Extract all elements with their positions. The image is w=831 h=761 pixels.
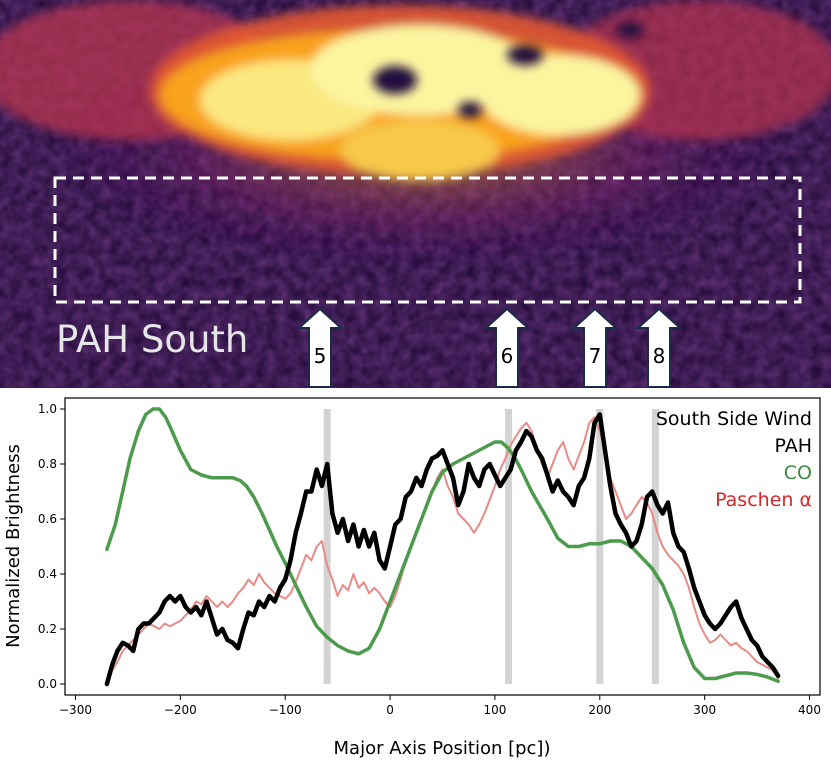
- x-tick-label: −100: [269, 703, 302, 717]
- region-label: PAH South: [56, 318, 248, 361]
- y-tick-label: 0.4: [38, 567, 57, 581]
- x-tick-label: −200: [164, 703, 197, 717]
- y-tick-label: 0.6: [38, 512, 57, 526]
- x-axis-label: Major Axis Position [pc]): [334, 738, 551, 759]
- series-line-paschen: [105, 416, 780, 685]
- arrow-7: 7: [571, 307, 619, 388]
- pah-image-panel: PAH South 5 6 7 8: [0, 0, 831, 388]
- analysis-region-box: [53, 176, 802, 304]
- y-tick-label: 0.0: [38, 677, 57, 691]
- y-tick-label: 0.2: [38, 622, 57, 636]
- y-tick-label: 1.0: [38, 402, 57, 416]
- arrow-5: 5: [296, 307, 344, 388]
- x-tick-label: 100: [483, 703, 506, 717]
- brightness-chart: −300 −200 −100 0 100 200 300 400 0.00.20.40.60.…: [3, 397, 821, 759]
- x-tick-label: 300: [693, 703, 716, 717]
- x-tick-label: 0: [386, 703, 394, 717]
- legend: South Side Wind PAH CO Paschen α: [656, 408, 812, 511]
- arrow-label-6: 6: [501, 344, 514, 368]
- series-line-pah: [104, 412, 781, 687]
- series-line-co: [105, 407, 780, 684]
- plot-frame: [64, 397, 821, 696]
- dark-lanes: [373, 22, 644, 118]
- x-tick-label: 400: [798, 703, 821, 717]
- legend-entry-paschen-alpha: Paschen α: [715, 489, 812, 511]
- arrow-6: 6: [483, 307, 531, 388]
- series-lines: [104, 407, 781, 687]
- arrow-label-5: 5: [314, 344, 327, 368]
- arrow-label-8: 8: [653, 344, 666, 368]
- x-axis-ticks: −300 −200 −100 0 100 200 300 400: [59, 695, 821, 717]
- x-tick-label: 200: [588, 703, 611, 717]
- y-axis-ticks: 0.0 0.2 0.4 0.6 0.8 1.0: [38, 402, 65, 691]
- legend-title: South Side Wind: [656, 408, 812, 430]
- x-tick-label: −300: [59, 703, 92, 717]
- y-tick-label: 0.8: [38, 457, 57, 471]
- arrow-8: 8: [635, 307, 683, 388]
- y-axis-label: Normalized Brightness: [3, 444, 24, 648]
- arrow-label-7: 7: [589, 344, 602, 368]
- legend-entry-pah: PAH: [774, 435, 812, 457]
- legend-entry-co: CO: [784, 462, 812, 484]
